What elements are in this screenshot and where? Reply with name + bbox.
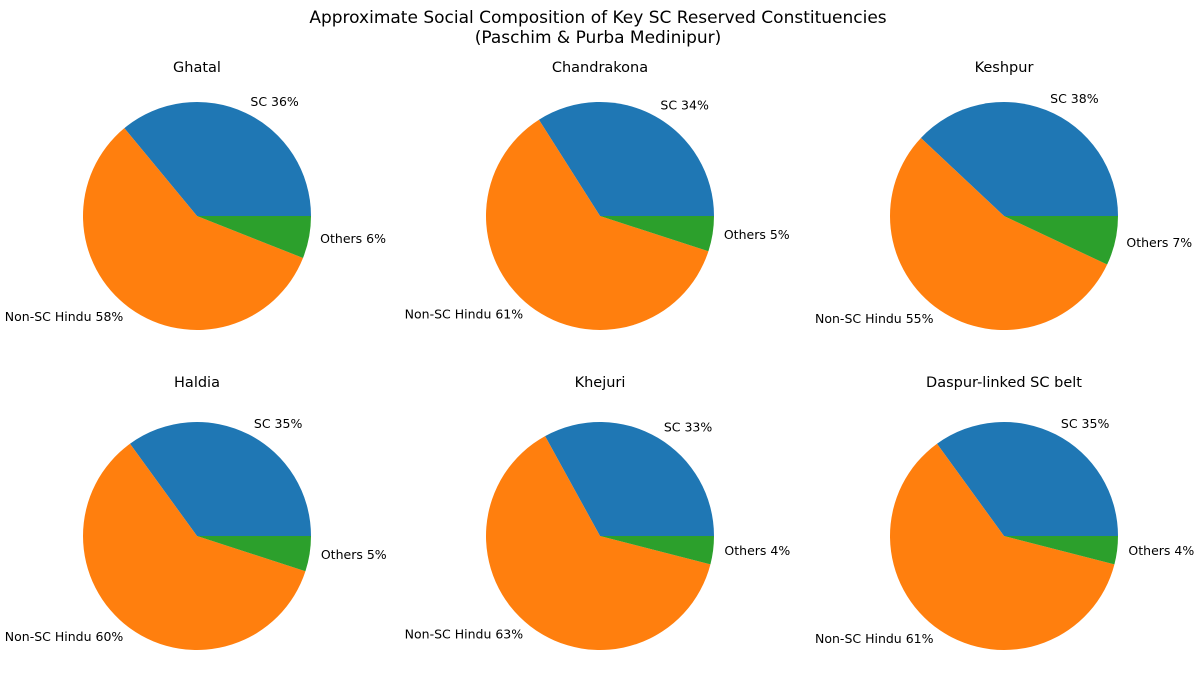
pie-slice-label-sc: SC 34% xyxy=(660,98,709,113)
pie-slice-label-non-sc-hindu: Non-SC Hindu 58% xyxy=(5,309,124,324)
pie-slice-sc xyxy=(538,102,714,216)
pie-slice-label-sc: SC 36% xyxy=(250,94,299,109)
pie-slice-sc xyxy=(545,421,714,536)
pie-slice-label-non-sc-hindu: Non-SC Hindu 63% xyxy=(405,627,524,642)
pie-slice-non-sc-hindu xyxy=(485,436,711,650)
pie-slice-non-sc-hindu xyxy=(486,119,709,330)
pie-slice-label-sc: SC 35% xyxy=(1061,416,1110,431)
pie-slice-label-others: Others 4% xyxy=(724,543,790,558)
pie-slice-others xyxy=(1004,536,1118,565)
pie-slice-label-others: Others 5% xyxy=(724,227,790,242)
pie-slice-others xyxy=(197,536,311,572)
pie-slice-label-non-sc-hindu: Non-SC Hindu 61% xyxy=(405,307,524,322)
pie-slice-label-others: Others 6% xyxy=(320,231,386,246)
pie-slice-sc xyxy=(129,421,311,536)
pie-slice-label-sc: SC 38% xyxy=(1050,91,1099,106)
pie-slice-others xyxy=(197,216,311,258)
pie-ghatal: Ghatal SC 36% Non-SC Hindu 58% Others 6% xyxy=(5,60,386,330)
pie-slice-label-non-sc-hindu: Non-SC Hindu 61% xyxy=(815,631,934,646)
pie-slice-non-sc-hindu xyxy=(890,137,1108,330)
pie-title: Haldia xyxy=(174,375,220,391)
pie-chandrakona: Chandrakona SC 34% Non-SC Hindu 61% Others … xyxy=(405,60,790,330)
pie-slice-non-sc-hindu xyxy=(890,443,1115,651)
pie-slice-others xyxy=(600,536,714,565)
pie-khejuri: Khejuri SC 33% Non-SC Hindu 63% Others 4% xyxy=(405,375,790,650)
pie-slice-label-non-sc-hindu: Non-SC Hindu 55% xyxy=(815,311,934,326)
pie-slice-sc xyxy=(920,102,1118,216)
figure-title-line-2: (Paschim & Purba Medinipur) xyxy=(475,28,722,48)
pie-slice-others xyxy=(600,216,714,252)
pie-keshpur: Keshpur SC 38% Non-SC Hindu 55% Others 7% xyxy=(815,60,1192,330)
pie-title: Keshpur xyxy=(975,60,1034,76)
pie-title: Ghatal xyxy=(173,60,221,76)
pie-slice-label-others: Others 7% xyxy=(1126,235,1192,250)
pie-slice-label-others: Others 4% xyxy=(1128,543,1194,558)
pie-title: Chandrakona xyxy=(552,60,648,76)
pie-slice-non-sc-hindu xyxy=(83,443,306,650)
pie-daspur-linked-sc-belt: Daspur-linked SC belt SC 35% Non-SC Hindu … xyxy=(815,375,1194,651)
pie-title: Khejuri xyxy=(575,375,626,391)
pie-slice-label-non-sc-hindu: Non-SC Hindu 60% xyxy=(5,629,124,644)
pie-haldia: Haldia SC 35% Non-SC Hindu 60% Others 5% xyxy=(5,375,387,650)
pie-title: Daspur-linked SC belt xyxy=(926,375,1082,391)
pie-slice-label-sc: SC 33% xyxy=(664,420,713,435)
pie-slice-non-sc-hindu xyxy=(82,128,303,330)
pie-panels: Ghatal SC 36% Non-SC Hindu 58% Others 6% Cha… xyxy=(5,60,1194,651)
figure-title-line-1: Approximate Social Composition of Key SC… xyxy=(309,8,886,28)
pie-slice-label-sc: SC 35% xyxy=(254,416,303,431)
pie-slice-label-others: Others 5% xyxy=(321,547,387,562)
pie-slice-sc xyxy=(124,101,311,216)
pie-slice-others xyxy=(1004,216,1118,265)
pie-slice-sc xyxy=(936,422,1118,536)
